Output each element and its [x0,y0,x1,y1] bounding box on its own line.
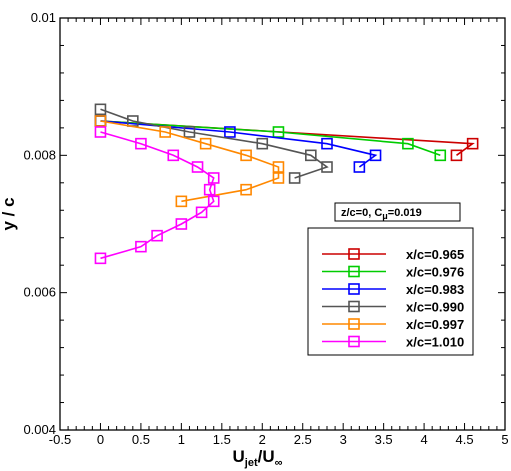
data-point [369,149,382,162]
data-point [272,161,285,173]
data-point [94,103,107,116]
data-point [167,149,180,162]
legend-label: x/c=0.976 [406,265,464,280]
data-point [240,183,252,196]
x-tick-labels: -0.5 0 0.5 1 1.5 2 2.5 3 3.5 4 4.5 5 [49,432,509,447]
legend-label: x/c=0.997 [406,317,464,332]
data-point [94,126,107,138]
data-point [288,172,301,184]
x-tick-label: -0.5 [49,432,71,447]
data-point [175,195,188,208]
data-point [159,126,171,138]
x-axis-title-sub-inf: ∞ [275,457,283,469]
x-tick-label: 4 [420,432,427,447]
x-tick-label: 2.5 [294,432,312,447]
plot-frame [59,17,506,431]
annotation-text-value: =0.019 [388,207,422,219]
x-tick-label: 0.5 [132,432,150,447]
legend-marker [348,283,360,295]
legend-entry: x/c=1.010 [322,335,464,350]
y-tick-label: 0.008 [23,147,56,162]
data-point [135,137,147,150]
data-point [224,126,236,138]
data-point [94,252,107,265]
y-tick-label: 0.006 [23,285,56,300]
series-4 [94,103,333,184]
x-axis-title-sep: /U [258,447,275,466]
data-point [183,126,196,138]
legend-label: x/c=0.965 [406,247,464,262]
data-point [321,137,333,150]
legend-label: x/c=0.990 [406,300,464,315]
data-point [135,240,147,253]
x-tick-label: 1 [178,432,185,447]
series-layer [94,103,479,265]
legend-label: x/c=1.010 [406,335,464,350]
x-axis-title-main: U [233,447,245,466]
data-point [353,161,366,173]
series-line [100,131,215,260]
x-tick-label: 2 [259,432,266,447]
legend: x/c=0.965 x/c=0.976 x/c=0.983 x/c=0.990 x/c=… [307,227,474,356]
x-tick-label: 3.5 [375,432,393,447]
data-point [191,161,204,173]
x-tick-label: 0 [97,432,104,447]
data-point [450,149,463,162]
data-point [195,206,208,219]
data-point [175,218,188,230]
x-axis-title-sub-jet: jet [244,457,258,469]
annotation-box: z/c=0, Cμ=0.019 [334,202,461,222]
legend-entry: x/c=0.976 [322,265,464,280]
x-tick-label: 4.5 [456,432,474,447]
data-point [402,137,414,150]
annotation-text: z/c=0, Cμ=0.019 [341,207,422,221]
series-line [100,108,329,179]
tick-marks [59,17,506,431]
y-axis-title: y / c [0,197,18,230]
data-point [466,137,479,150]
data-point [240,149,252,162]
data-point [305,149,317,162]
data-point [256,137,269,150]
data-point [199,137,212,150]
legend-marker [348,300,360,313]
y-tick-label: 0.004 [23,422,56,437]
annotation-text-sub: μ [382,211,388,221]
x-tick-label: 5 [501,432,508,447]
x-tick-label: 3 [340,432,347,447]
legend-entry: x/c=0.990 [322,300,464,315]
legend-marker [348,248,360,260]
y-tick-label: 0.01 [31,10,56,25]
data-point [272,126,285,138]
data-point [151,229,163,242]
data-point [207,172,220,184]
annotation-text-main: z/c=0, C [341,207,382,219]
x-axis-title: Ujet/U∞ [233,447,283,469]
data-point [272,172,285,184]
series-5 [94,115,285,208]
data-point [203,183,216,196]
y-tick-labels: 0.004 0.006 0.008 0.01 [23,10,56,437]
series-6 [94,126,220,265]
legend-marker [348,265,360,278]
legend-entry: x/c=0.983 [322,282,464,297]
legend-marker [348,335,360,348]
x-tick-label: 1.5 [213,432,231,447]
data-point [94,115,107,127]
legend-marker [348,318,360,330]
legend-label: x/c=0.983 [406,282,464,297]
legend-entry: x/c=0.965 [322,247,464,262]
legend-entry: x/c=0.997 [322,317,464,332]
data-point [434,149,447,162]
data-point [207,195,220,208]
data-point [321,161,333,173]
